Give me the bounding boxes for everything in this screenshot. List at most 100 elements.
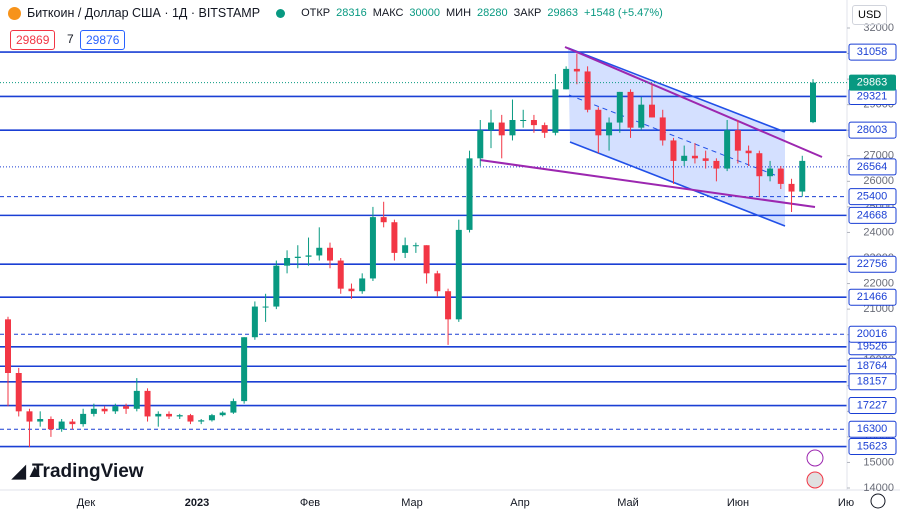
candle-body — [5, 319, 11, 373]
candle-body — [262, 306, 269, 308]
x-tick-label: Фев — [300, 497, 320, 509]
level-label: 25400 — [857, 191, 888, 203]
x-tick-label: Апр — [510, 497, 529, 509]
candle-body — [799, 160, 806, 192]
candle-body — [166, 413, 172, 417]
trend-line — [564, 46, 823, 158]
candle-body — [123, 406, 130, 409]
y-tick-label: 15000 — [863, 456, 894, 468]
candle-body — [348, 288, 355, 292]
candle-body — [638, 104, 645, 128]
level-label-box — [848, 438, 897, 456]
level-label: 19526 — [857, 341, 888, 353]
ohlc-value: 30000 — [409, 7, 441, 19]
candle-body — [627, 91, 634, 128]
change: +1548 (+5.47%) — [583, 7, 663, 19]
candle-body — [26, 411, 33, 422]
candle-body — [176, 415, 183, 417]
channel-line — [567, 47, 786, 133]
candle-body — [691, 155, 698, 159]
candle-body — [187, 415, 194, 422]
candle-body — [670, 140, 677, 161]
candle-body — [810, 82, 816, 123]
channel-fill — [568, 48, 785, 226]
spread: 7 — [67, 32, 74, 46]
level-label: 31058 — [857, 46, 888, 58]
status-dot — [276, 8, 286, 18]
ohlc-label: ОТКР — [301, 7, 331, 19]
candle-body — [47, 419, 54, 430]
ohlc-value: 28280 — [477, 7, 508, 19]
candle-body — [724, 130, 731, 169]
symbol-title: Биткоин / Доллар США · 1Д · BITSTAMP — [27, 6, 261, 20]
level-label: 22756 — [857, 258, 888, 270]
level-label-box — [848, 420, 897, 438]
level-label: 28003 — [857, 124, 888, 136]
candle-body — [767, 168, 774, 177]
candle-body — [133, 390, 140, 409]
candle-body — [455, 229, 462, 320]
candle-body — [423, 245, 430, 274]
candle-body — [273, 265, 280, 307]
icon[interactable] — [806, 471, 824, 489]
candle-body — [369, 217, 376, 279]
candle-body — [777, 168, 784, 184]
level-label: 29321 — [857, 90, 888, 102]
candle-body — [466, 158, 473, 230]
level-label: 17227 — [857, 399, 888, 411]
x-tick-label: Мар — [401, 497, 423, 509]
level-label-box — [848, 255, 897, 273]
candle-body — [606, 122, 613, 136]
level-label: 24668 — [857, 209, 888, 221]
candle-body — [488, 122, 494, 131]
candle-body — [144, 390, 151, 417]
candle-body — [101, 408, 108, 412]
x-tick-label: Дек — [77, 497, 96, 509]
level-label-box — [848, 288, 897, 306]
candle-body — [155, 413, 162, 417]
bid[interactable]: 29869 — [10, 30, 56, 50]
settings-icon[interactable] — [870, 493, 886, 509]
candle-body — [316, 247, 323, 256]
last-price-label: 29863 — [857, 77, 888, 89]
candle-body — [445, 291, 452, 320]
y-tick-label: 21000 — [863, 303, 894, 315]
icon[interactable] — [806, 449, 824, 467]
candle-body — [552, 89, 559, 133]
candle-body — [69, 421, 76, 425]
candle-body — [573, 68, 580, 72]
candle-body — [305, 255, 312, 257]
ask[interactable]: 29876 — [80, 30, 126, 50]
level-label: 15623 — [857, 440, 888, 452]
ohlc-value: 29863 — [547, 7, 578, 19]
trend-line — [479, 159, 816, 208]
level-label: 18157 — [857, 376, 888, 388]
ohlc-label: МАКС — [372, 7, 404, 19]
candle-body — [359, 278, 366, 292]
last-price-box — [849, 74, 896, 91]
candle-body — [198, 420, 205, 422]
level-label-box — [848, 121, 897, 139]
candle-body — [230, 401, 237, 413]
x-tick-label: Июн — [727, 497, 749, 509]
level-label-box — [848, 188, 897, 206]
candle-body — [659, 117, 666, 141]
candle-body — [402, 245, 409, 253]
candle-body — [756, 153, 763, 177]
candle-body — [208, 415, 215, 421]
candle-body — [337, 260, 344, 289]
y-tick-label: 22000 — [863, 277, 894, 289]
x-tick-label: 2023 — [185, 497, 209, 509]
candle-body — [294, 256, 301, 258]
candle-body — [681, 155, 688, 161]
candle-body — [595, 109, 602, 136]
currency[interactable]: USD — [852, 5, 888, 25]
header: Биткоин / Доллар США · 1Д · BITSTAMP ОТК… — [8, 6, 663, 20]
candle-body — [788, 183, 795, 192]
candle-body — [702, 158, 709, 161]
level-label-box — [848, 206, 897, 224]
ohlc-value: 28316 — [336, 7, 367, 19]
candle-body — [541, 125, 548, 133]
candle-body — [477, 130, 484, 159]
